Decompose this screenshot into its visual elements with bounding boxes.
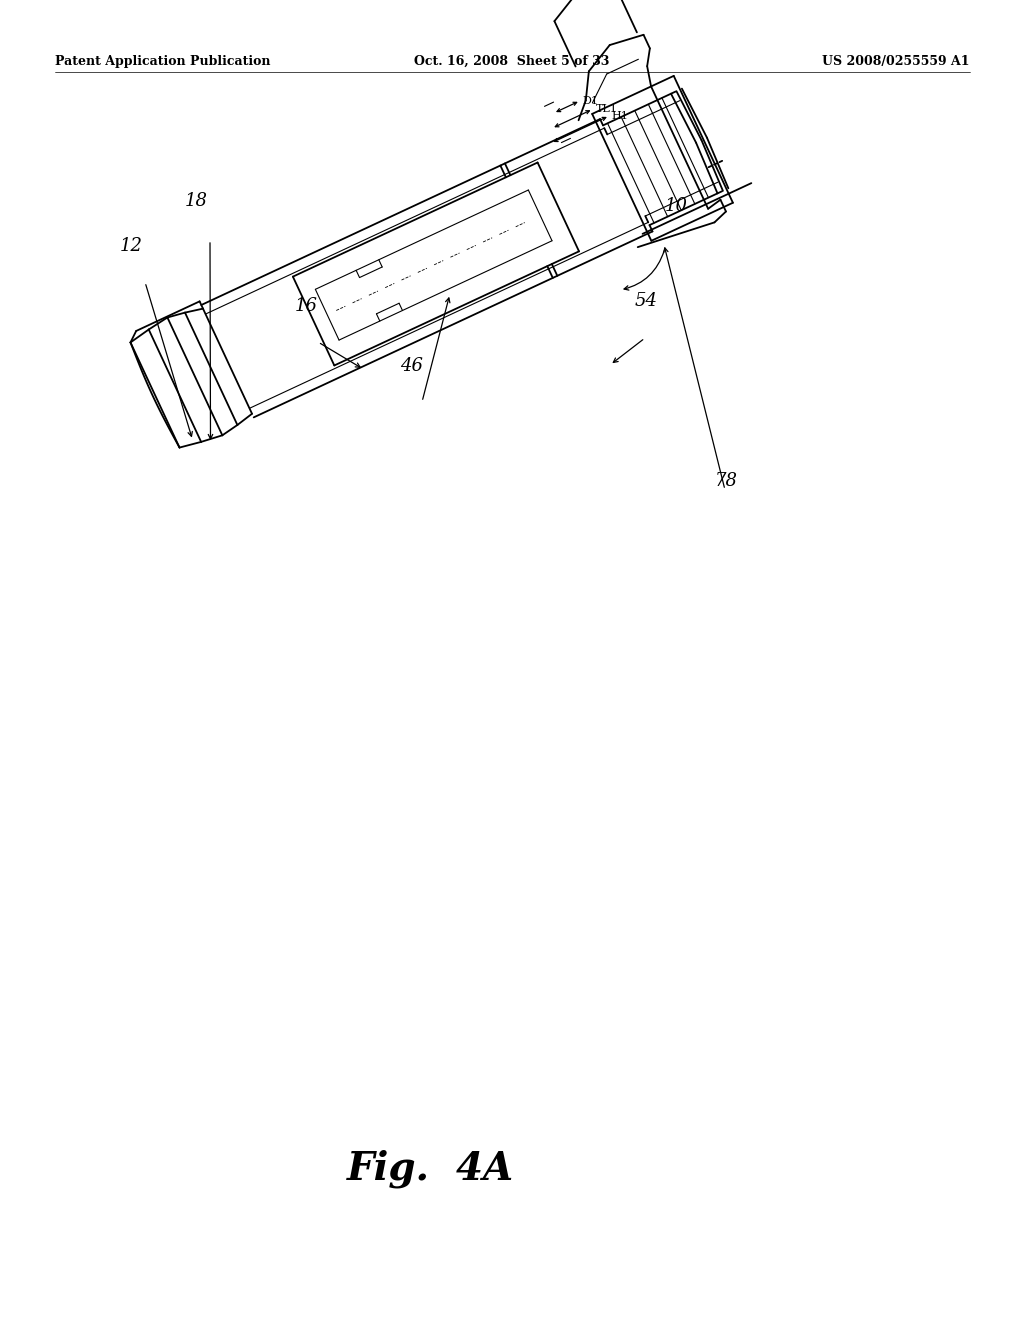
Text: 78: 78 <box>715 473 738 490</box>
Text: Fig.  4A: Fig. 4A <box>346 1150 514 1188</box>
Text: Oct. 16, 2008  Sheet 5 of 33: Oct. 16, 2008 Sheet 5 of 33 <box>415 55 609 69</box>
Text: D1: D1 <box>583 95 599 106</box>
Text: 16: 16 <box>295 297 318 315</box>
Text: 12: 12 <box>120 238 143 255</box>
Text: Patent Application Publication: Patent Application Publication <box>55 55 270 69</box>
Text: 18: 18 <box>185 191 208 210</box>
Text: H1: H1 <box>611 111 629 121</box>
Text: 46: 46 <box>400 356 423 375</box>
Text: 54: 54 <box>635 292 658 310</box>
Text: TL1: TL1 <box>595 104 617 114</box>
Text: US 2008/0255559 A1: US 2008/0255559 A1 <box>822 55 970 69</box>
Text: 10: 10 <box>665 197 688 215</box>
